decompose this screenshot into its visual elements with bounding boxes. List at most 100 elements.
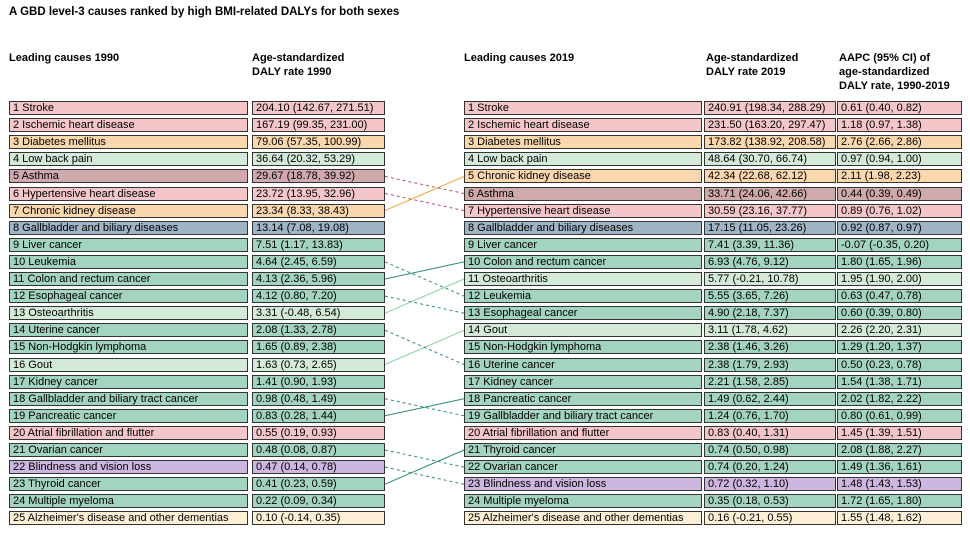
cause-2019-aapc: 1.18 (0.97, 1.38) <box>837 118 962 133</box>
cause-2019-rate: 2.21 (1.58, 2.85) <box>704 374 836 389</box>
cause-2019-aapc: 2.02 (1.82, 2.22) <box>837 391 962 406</box>
cause-2019-aapc: 1.48 (1.43, 1.53) <box>837 477 962 492</box>
cause-2019-rate: 17.15 (11.05, 23.26) <box>704 220 836 235</box>
cause-2019-label: 15 Non-Hodgkin lymphoma <box>464 340 702 355</box>
cause-2019-aapc: 1.29 (1.20, 1.37) <box>837 340 962 355</box>
rank-change-line <box>384 175 465 212</box>
cause-1990-label: 25 Alzheimer's disease and other dementi… <box>9 511 248 526</box>
cause-1990-label: 1 Stroke <box>9 101 248 115</box>
cause-2019-label: 9 Liver cancer <box>464 237 702 252</box>
cause-2019-aapc: 0.60 (0.39, 0.80) <box>837 306 962 321</box>
cause-2019-label: 4 Low back pain <box>464 152 702 167</box>
cause-1990-label: 13 Osteoarthritis <box>9 306 248 321</box>
cause-1990-rate: 4.12 (0.80, 7.20) <box>252 289 385 304</box>
cause-1990-label: 5 Asthma <box>9 169 248 184</box>
figure-title: A GBD level-3 causes ranked by high BMI-… <box>9 6 400 18</box>
header-rate-2019-line2: DALY rate 2019 <box>706 66 786 78</box>
cause-1990-rate: 1.41 (0.90, 1.93) <box>252 374 385 389</box>
cause-2019-label: 3 Diabetes mellitus <box>464 135 702 150</box>
cause-2019-label: 11 Osteoarthritis <box>464 272 702 286</box>
cause-1990-label: 20 Atrial fibrillation and flutter <box>9 425 248 440</box>
cause-2019-aapc: 2.76 (2.66, 2.86) <box>837 135 962 150</box>
cause-1990-label: 7 Chronic kidney disease <box>9 203 248 218</box>
cause-1990-rate: 0.48 (0.08, 0.87) <box>252 443 385 457</box>
rank-change-line <box>384 466 465 485</box>
cause-1990-rate: 2.08 (1.33, 2.78) <box>252 323 385 338</box>
cause-2019-rate: 2.38 (1.79, 2.93) <box>704 357 836 372</box>
rank-change-line <box>384 329 465 365</box>
cause-1990-label: 24 Multiple myeloma <box>9 494 248 509</box>
cause-1990-rate: 3.31 (-0.48, 6.54) <box>252 306 385 321</box>
rank-change-line <box>384 329 465 365</box>
cause-2019-aapc: 0.44 (0.39, 0.49) <box>837 186 962 201</box>
header-causes-2019: Leading causes 2019 <box>464 52 575 64</box>
cause-2019-rate: 173.82 (138.92, 208.58) <box>704 135 836 150</box>
cause-1990-rate: 0.83 (0.28, 1.44) <box>252 408 385 423</box>
rank-change-line <box>384 193 465 212</box>
cause-2019-rate: 4.90 (2.18, 7.37) <box>704 306 836 321</box>
cause-2019-aapc: 1.95 (1.90, 2.00) <box>837 272 962 286</box>
cause-2019-label: 16 Uterine cancer <box>464 357 702 372</box>
cause-1990-label: 15 Non-Hodgkin lymphoma <box>9 340 248 355</box>
cause-2019-rate: 0.74 (0.50, 0.98) <box>704 443 836 457</box>
cause-1990-label: 19 Pancreatic cancer <box>9 408 248 423</box>
cause-1990-label: 16 Gout <box>9 357 248 372</box>
cause-1990-rate: 167.19 (99.35, 231.00) <box>252 118 385 133</box>
cause-1990-label: 11 Colon and rectum cancer <box>9 272 248 286</box>
rank-change-line <box>384 261 465 280</box>
cause-2019-label: 2 Ischemic heart disease <box>464 118 702 133</box>
cause-1990-rate: 79.06 (57.35, 100.99) <box>252 135 385 150</box>
cause-2019-label: 18 Pancreatic cancer <box>464 391 702 406</box>
cause-1990-label: 4 Low back pain <box>9 152 248 167</box>
cause-2019-label: 6 Asthma <box>464 186 702 201</box>
cause-2019-aapc: 1.72 (1.65, 1.80) <box>837 494 962 509</box>
rank-change-line <box>384 261 465 297</box>
rank-change-line <box>384 398 465 417</box>
cause-2019-aapc: 1.54 (1.38, 1.71) <box>837 374 962 389</box>
cause-2019-rate: 6.93 (4.76, 9.12) <box>704 254 836 269</box>
cause-2019-label: 24 Multiple myeloma <box>464 494 702 509</box>
cause-1990-label: 6 Hypertensive heart disease <box>9 186 248 201</box>
cause-1990-label: 22 Blindness and vision loss <box>9 460 248 475</box>
cause-2019-aapc: 0.50 (0.23, 0.78) <box>837 357 962 372</box>
cause-2019-aapc: 0.63 (0.47, 0.78) <box>837 289 962 304</box>
header-aapc-line3: DALY rate, 1990-2019 <box>839 80 950 92</box>
cause-2019-label: 14 Gout <box>464 323 702 338</box>
header-aapc-line2: age-standardized <box>839 66 930 78</box>
header-causes-1990: Leading causes 1990 <box>9 52 120 64</box>
cause-2019-aapc: 0.92 (0.87, 0.97) <box>837 220 962 235</box>
cause-1990-rate: 0.55 (0.19, 0.93) <box>252 425 385 440</box>
header-rate-2019-line1: Age-standardized <box>706 52 799 64</box>
cause-2019-rate: 0.35 (0.18, 0.53) <box>704 494 836 509</box>
cause-2019-aapc: 1.80 (1.65, 1.96) <box>837 254 962 269</box>
cause-1990-rate: 13.14 (7.08, 19.08) <box>252 220 385 235</box>
cause-2019-label: 13 Esophageal cancer <box>464 306 702 321</box>
cause-2019-aapc: 2.08 (1.88, 2.27) <box>837 443 962 457</box>
cause-1990-label: 14 Uterine cancer <box>9 323 248 338</box>
cause-2019-rate: 30.59 (23.16, 37.77) <box>704 203 836 218</box>
cause-1990-rate: 0.22 (0.09, 0.34) <box>252 494 385 509</box>
cause-1990-rate: 204.10 (142.67, 271.51) <box>252 101 385 115</box>
cause-2019-aapc: 2.11 (1.98, 2.23) <box>837 169 962 184</box>
cause-1990-rate: 7.51 (1.17, 13.83) <box>252 237 385 252</box>
cause-2019-rate: 42.34 (22.68, 62.12) <box>704 169 836 184</box>
cause-1990-rate: 0.41 (0.23, 0.59) <box>252 477 385 492</box>
cause-1990-rate: 23.72 (13.95, 32.96) <box>252 186 385 201</box>
cause-1990-rate: 1.65 (0.89, 2.38) <box>252 340 385 355</box>
cause-2019-rate: 2.38 (1.46, 3.26) <box>704 340 836 355</box>
cause-2019-rate: 5.55 (3.65, 7.26) <box>704 289 836 304</box>
cause-1990-label: 2 Ischemic heart disease <box>9 118 248 133</box>
cause-1990-label: 17 Kidney cancer <box>9 374 248 389</box>
cause-2019-aapc: 0.97 (0.94, 1.00) <box>837 152 962 167</box>
cause-1990-label: 10 Leukemia <box>9 254 248 269</box>
cause-2019-rate: 5.77 (-0.21, 10.78) <box>704 272 836 286</box>
cause-2019-label: 5 Chronic kidney disease <box>464 169 702 184</box>
cause-1990-label: 8 Gallbladder and biliary diseases <box>9 220 248 235</box>
cause-1990-label: 21 Ovarian cancer <box>9 443 248 457</box>
cause-1990-rate: 23.34 (8.33, 38.43) <box>252 203 385 218</box>
cause-2019-rate: 1.24 (0.76, 1.70) <box>704 408 836 423</box>
cause-2019-rate: 0.72 (0.32, 1.10) <box>704 477 836 492</box>
cause-2019-label: 17 Kidney cancer <box>464 374 702 389</box>
cause-1990-rate: 0.98 (0.48, 1.49) <box>252 391 385 406</box>
cause-1990-rate: 36.64 (20.32, 53.29) <box>252 152 385 167</box>
